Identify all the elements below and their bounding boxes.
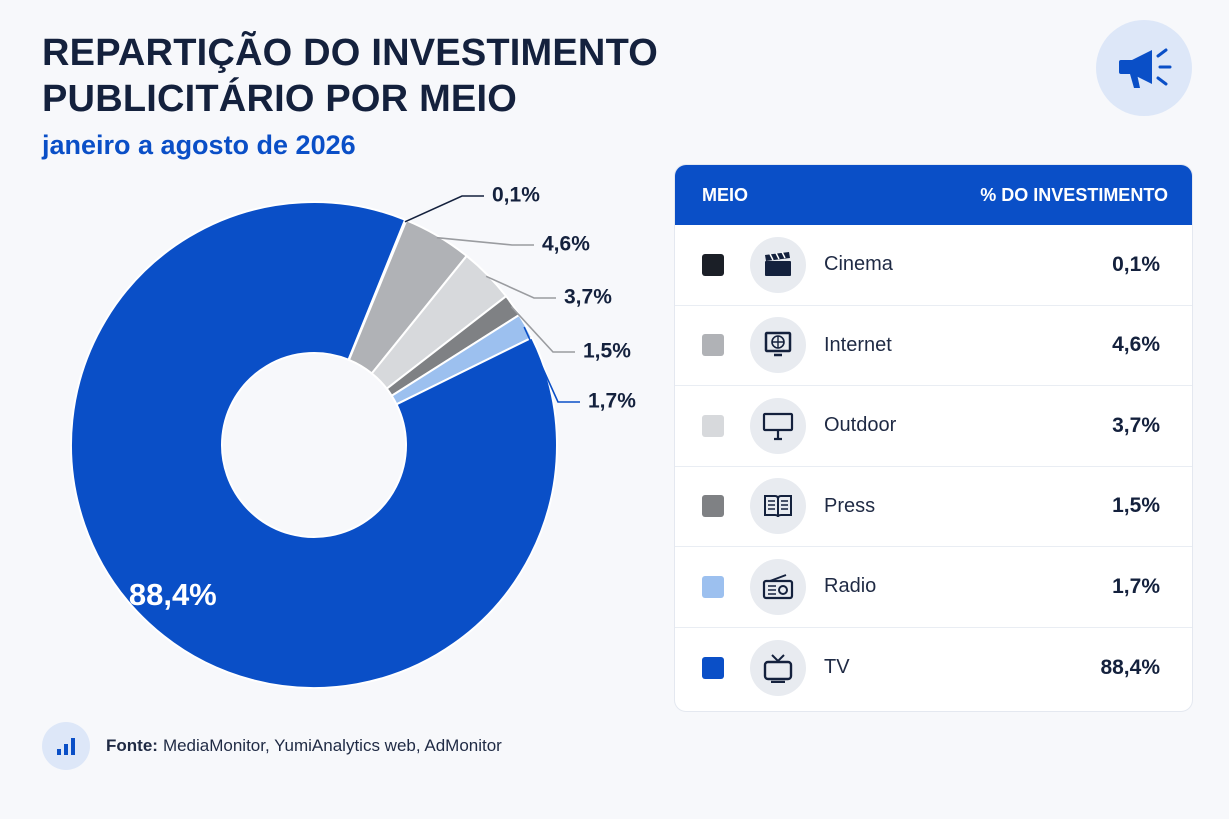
media-value: 1,5% (1112, 494, 1160, 518)
source-note: Fonte: MediaMonitor, YumiAnalytics web, … (42, 722, 502, 770)
legend-table: MEIO % DO INVESTIMENTO Cinema 0,1% Inter… (674, 164, 1193, 712)
table-row-outdoor: Outdoor 3,7% (675, 386, 1192, 467)
data-label-radio: 1,7% (588, 390, 636, 413)
radio-icon (750, 558, 806, 615)
title-line-1: REPARTIÇÃO DO INVESTIMENTO (42, 32, 659, 74)
slice-tv (70, 201, 558, 689)
table-row-press: Press 1,5% (675, 467, 1192, 547)
page-subtitle: janeiro a agosto de 2026 (42, 130, 356, 160)
open-book-icon (750, 478, 806, 535)
clapperboard-icon (750, 236, 806, 293)
source-label: Fonte: (106, 736, 158, 755)
swatch-radio (702, 575, 724, 598)
media-value: 1,7% (1112, 574, 1160, 598)
data-label-tv: 88,4% (129, 577, 217, 612)
leader-lines (404, 195, 580, 403)
television-icon (750, 639, 806, 696)
media-label: Cinema (824, 253, 893, 276)
bar-chart-icon (42, 722, 90, 770)
leader-line-press (510, 306, 575, 353)
billboard-icon (750, 397, 806, 454)
swatch-internet (702, 334, 724, 357)
media-value: 4,6% (1112, 333, 1160, 357)
data-label-internet: 4,6% (542, 233, 590, 256)
data-labels: 0,1% 4,6% 3,7% 1,5% 1,7% 88,4% (129, 184, 636, 613)
globe-monitor-icon (750, 317, 806, 374)
page-title: REPARTIÇÃO DO INVESTIMENTO PUBLICITÁRIO … (42, 30, 658, 122)
media-value: 88,4% (1100, 655, 1160, 679)
data-label-cinema: 0,1% (492, 184, 540, 207)
media-label: Press (824, 494, 876, 517)
leader-line-radio (523, 326, 580, 403)
donut-slices (70, 201, 558, 689)
table-header: MEIO % DO INVESTIMENTO (675, 165, 1192, 225)
media-label: Outdoor (824, 414, 897, 437)
media-label: Radio (824, 575, 877, 598)
swatch-cinema (702, 253, 724, 276)
leader-line-outdoor (485, 275, 556, 299)
swatch-tv (702, 656, 724, 679)
swatch-outdoor (702, 414, 724, 437)
leader-line-cinema (404, 195, 484, 223)
megaphone-icon (1096, 20, 1192, 116)
media-label: TV (824, 656, 850, 679)
media-value: 0,1% (1112, 252, 1160, 276)
leader-line-internet (436, 236, 534, 246)
table-row-tv: TV 88,4% (675, 628, 1192, 709)
column-media: MEIO (702, 184, 749, 205)
data-label-outdoor: 3,7% (564, 286, 612, 309)
title-line-2: PUBLICITÁRIO POR MEIO (42, 78, 517, 120)
table-row-internet: Internet 4,6% (675, 306, 1192, 386)
media-value: 3,7% (1112, 413, 1160, 437)
swatch-press (702, 495, 724, 518)
data-label-press: 1,5% (583, 340, 631, 363)
source-text: MediaMonitor, YumiAnalytics web, AdMonit… (162, 736, 502, 755)
media-label: Internet (824, 333, 892, 356)
donut-chart: 0,1% 4,6% 3,7% 1,5% 1,7% 88,4% (70, 184, 636, 689)
table-row-radio: Radio 1,7% (675, 547, 1192, 628)
column-share: % DO INVESTIMENTO (980, 184, 1168, 205)
table-row-cinema: Cinema 0,1% (675, 225, 1192, 306)
